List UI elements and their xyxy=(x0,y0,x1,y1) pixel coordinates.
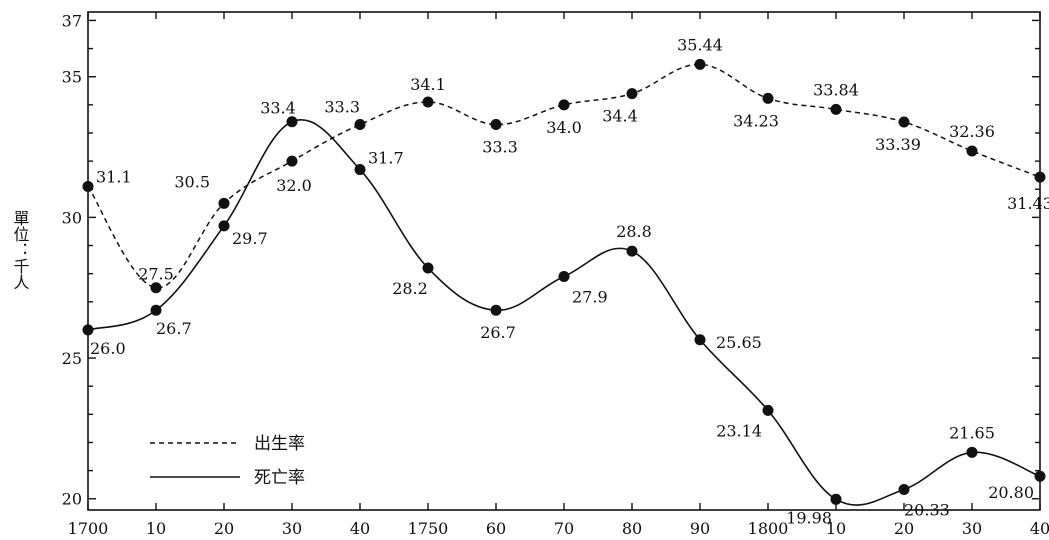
plot-frame xyxy=(87,11,1041,511)
data-label: 34.0 xyxy=(546,118,582,137)
legend-label: 死亡率 xyxy=(254,468,305,488)
data-label: 20.33 xyxy=(904,500,950,519)
data-point xyxy=(830,493,842,505)
data-label: 20.80 xyxy=(988,483,1034,502)
data-label: 23.14 xyxy=(716,421,762,440)
data-label: 31.43 xyxy=(1007,194,1049,213)
data-point xyxy=(150,304,162,316)
data-label: 21.65 xyxy=(949,423,995,442)
x-tick-label: 10 xyxy=(826,519,846,538)
data-point xyxy=(422,262,434,274)
data-label: 26.7 xyxy=(480,323,516,342)
legend-label: 出生率 xyxy=(254,434,305,454)
data-point xyxy=(354,119,366,131)
data-label: 34.1 xyxy=(410,75,446,94)
data-label: 27.9 xyxy=(572,287,608,306)
x-tick-label: 40 xyxy=(350,519,370,538)
data-point xyxy=(966,446,978,458)
x-tick-label: 30 xyxy=(282,519,302,538)
data-label: 32.36 xyxy=(949,122,995,141)
data-label: 34.23 xyxy=(733,111,779,130)
x-tick-label: 20 xyxy=(214,519,234,538)
data-point xyxy=(898,483,910,495)
x-tick-label: 70 xyxy=(554,519,574,538)
data-label: 27.5 xyxy=(138,265,174,284)
data-label: 33.39 xyxy=(875,135,921,154)
series-line-1 xyxy=(87,119,1041,506)
data-point xyxy=(354,164,366,176)
x-tick-label: 80 xyxy=(622,519,642,538)
data-point xyxy=(626,88,638,100)
data-point xyxy=(898,116,910,128)
y-tick-label: 30 xyxy=(62,208,82,227)
data-point xyxy=(490,119,502,131)
data-label: 33.84 xyxy=(813,80,859,99)
data-label: 31.7 xyxy=(368,149,404,168)
data-point xyxy=(626,245,638,257)
data-point xyxy=(558,270,570,282)
x-tick-label: 1750 xyxy=(408,519,449,538)
data-label: 26.7 xyxy=(156,319,192,338)
data-label: 28.8 xyxy=(616,222,652,241)
data-label: 29.7 xyxy=(232,229,268,248)
series-line-0 xyxy=(87,63,1041,289)
x-tick-label: 1800 xyxy=(748,519,789,538)
data-label: 28.2 xyxy=(392,279,428,298)
data-label: 33.4 xyxy=(260,99,296,118)
data-point xyxy=(82,324,94,336)
data-label: 19.98 xyxy=(786,508,832,527)
data-label: 30.5 xyxy=(174,172,210,191)
data-label: 34.4 xyxy=(602,107,638,126)
data-label: 35.44 xyxy=(677,35,723,54)
data-point xyxy=(694,334,706,346)
data-point xyxy=(218,197,230,209)
data-point xyxy=(558,99,570,111)
data-point xyxy=(1034,470,1046,482)
x-tick-label: 90 xyxy=(690,519,710,538)
x-tick-label: 20 xyxy=(894,519,914,538)
data-label: 32.0 xyxy=(276,176,312,195)
x-tick-label: 60 xyxy=(486,519,506,538)
data-point xyxy=(218,220,230,232)
data-point xyxy=(1034,171,1046,183)
data-point xyxy=(966,145,978,157)
data-label: 33.3 xyxy=(324,98,360,117)
data-point xyxy=(286,116,298,128)
y-tick-label: 37 xyxy=(62,11,82,30)
data-point xyxy=(762,92,774,104)
y-tick-label: 35 xyxy=(62,68,82,87)
data-label: 31.1 xyxy=(96,167,132,186)
data-label: 26.0 xyxy=(90,339,126,358)
data-point xyxy=(150,282,162,294)
data-label: 25.65 xyxy=(716,333,762,352)
data-point xyxy=(490,304,502,316)
x-tick-label: 10 xyxy=(146,519,166,538)
y-tick-label: 25 xyxy=(62,349,82,368)
data-point xyxy=(762,404,774,416)
data-label: 33.3 xyxy=(482,138,518,157)
data-point xyxy=(694,58,706,70)
x-tick-label: 1700 xyxy=(68,519,109,538)
data-point xyxy=(830,103,842,115)
x-tick-label: 40 xyxy=(1030,519,1049,538)
data-point xyxy=(422,96,434,108)
y-axis-label: 單位：千人 xyxy=(11,210,30,290)
data-point xyxy=(286,155,298,167)
data-point xyxy=(82,180,94,192)
y-tick-label: 20 xyxy=(62,490,82,509)
x-tick-label: 30 xyxy=(962,519,982,538)
